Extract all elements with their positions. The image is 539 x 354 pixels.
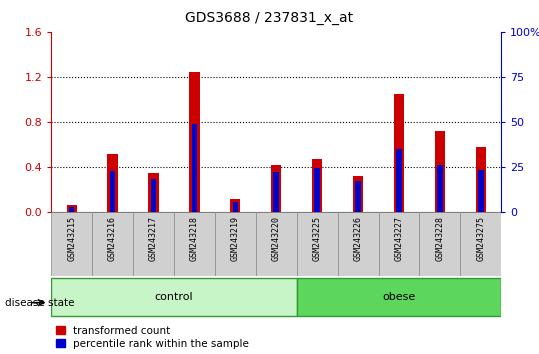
Bar xyxy=(232,202,238,212)
Bar xyxy=(394,94,404,212)
FancyBboxPatch shape xyxy=(215,212,256,276)
Bar xyxy=(353,176,363,212)
Bar xyxy=(230,199,240,212)
Text: disease state: disease state xyxy=(5,298,75,308)
FancyBboxPatch shape xyxy=(296,212,337,276)
Bar xyxy=(476,147,486,212)
Text: GSM243225: GSM243225 xyxy=(313,216,322,261)
Text: control: control xyxy=(155,292,194,302)
Bar xyxy=(107,154,118,212)
Text: GSM243215: GSM243215 xyxy=(67,216,76,261)
FancyBboxPatch shape xyxy=(133,212,174,276)
FancyBboxPatch shape xyxy=(174,212,215,276)
Bar xyxy=(151,178,156,212)
FancyBboxPatch shape xyxy=(51,278,296,316)
Text: GSM243226: GSM243226 xyxy=(354,216,363,261)
Bar xyxy=(478,170,483,212)
FancyBboxPatch shape xyxy=(337,212,378,276)
FancyBboxPatch shape xyxy=(92,212,133,276)
Text: GSM243228: GSM243228 xyxy=(436,216,444,261)
Bar xyxy=(314,169,320,212)
Bar xyxy=(191,124,197,212)
Text: GSM243217: GSM243217 xyxy=(149,216,158,261)
Bar xyxy=(148,173,158,212)
Bar xyxy=(271,165,281,212)
FancyBboxPatch shape xyxy=(460,212,501,276)
Bar xyxy=(273,172,279,212)
FancyBboxPatch shape xyxy=(51,212,92,276)
Text: GSM243275: GSM243275 xyxy=(476,216,485,261)
Text: GDS3688 / 237831_x_at: GDS3688 / 237831_x_at xyxy=(185,11,354,25)
Text: obese: obese xyxy=(382,292,416,302)
Bar xyxy=(189,73,199,212)
Bar xyxy=(396,149,402,212)
Bar xyxy=(69,207,74,212)
Text: GSM243216: GSM243216 xyxy=(108,216,117,261)
Legend: transformed count, percentile rank within the sample: transformed count, percentile rank withi… xyxy=(57,326,249,349)
FancyBboxPatch shape xyxy=(419,212,460,276)
Bar xyxy=(110,171,115,212)
Bar xyxy=(435,131,445,212)
Text: GSM243227: GSM243227 xyxy=(395,216,404,261)
FancyBboxPatch shape xyxy=(378,212,419,276)
FancyBboxPatch shape xyxy=(296,278,501,316)
Bar xyxy=(312,159,322,212)
Bar xyxy=(66,205,77,212)
Bar xyxy=(355,181,361,212)
Bar xyxy=(437,165,443,212)
FancyBboxPatch shape xyxy=(256,212,296,276)
Text: GSM243220: GSM243220 xyxy=(272,216,281,261)
Text: GSM243218: GSM243218 xyxy=(190,216,199,261)
Text: GSM243219: GSM243219 xyxy=(231,216,240,261)
